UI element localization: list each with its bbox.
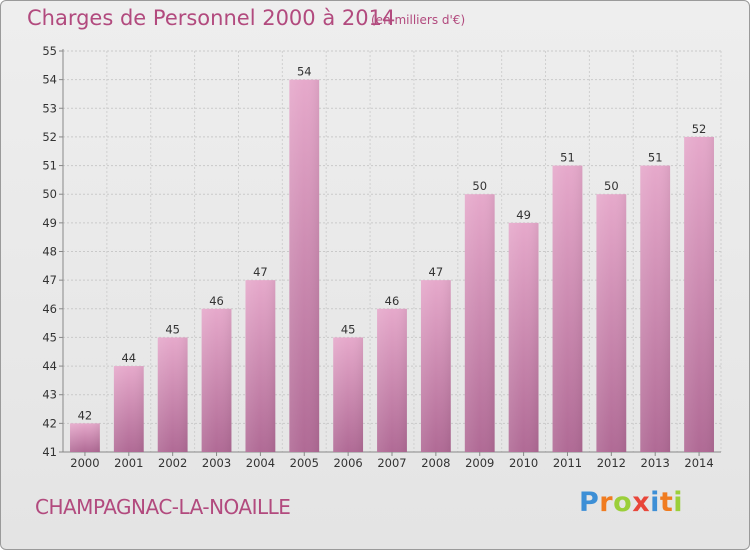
bar-shade	[70, 423, 100, 452]
y-tick-label: 43	[42, 388, 57, 402]
bar-shade	[113, 366, 144, 452]
x-tick-label: 2003	[202, 456, 231, 470]
y-tick-label: 46	[42, 302, 57, 316]
x-tick-label: 2000	[70, 456, 99, 470]
y-tick-label: 41	[42, 445, 57, 459]
y-tick-label: 47	[42, 273, 57, 287]
logo-letter: i	[673, 487, 684, 518]
data-label: 46	[385, 294, 400, 308]
data-label: 54	[297, 65, 312, 79]
y-tick-label: 50	[42, 187, 57, 201]
bar-shade	[157, 337, 188, 452]
chart-title: Charges de Personnel 2000 à 2014	[27, 6, 396, 30]
chart-subtitle: (en milliers d'€)	[371, 13, 466, 27]
x-tick-label: 2011	[553, 456, 582, 470]
x-tick-label: 2006	[333, 456, 362, 470]
x-tick-label: 2008	[421, 456, 450, 470]
y-tick-label: 42	[42, 416, 57, 430]
x-tick-label: 2013	[641, 456, 670, 470]
logo-letter: P	[579, 487, 600, 518]
bar-shade	[289, 79, 320, 453]
data-label: 46	[209, 294, 224, 308]
data-label: 52	[692, 122, 707, 136]
y-tick-label: 49	[42, 216, 57, 230]
bar-shade	[684, 136, 714, 452]
data-label: 50	[604, 179, 619, 193]
bar-shade	[420, 280, 451, 452]
logo-letter: r	[599, 487, 614, 518]
x-tick-label: 2001	[114, 456, 143, 470]
x-tick-label: 2002	[158, 456, 187, 470]
bar-shade	[508, 222, 539, 452]
data-label: 50	[472, 179, 487, 193]
bar-shade	[245, 280, 276, 452]
bar-shade	[640, 165, 671, 453]
y-tick-label: 54	[42, 73, 57, 87]
bar-shade	[333, 337, 364, 452]
x-tick-label: 2004	[246, 456, 275, 470]
data-label: 51	[648, 151, 663, 165]
data-label: 44	[121, 351, 136, 365]
logo-letter: o	[613, 487, 633, 518]
data-label: 45	[341, 322, 356, 336]
bar-shade	[377, 308, 407, 452]
logo-letter: i	[650, 487, 660, 518]
x-tick-label: 2007	[377, 456, 406, 470]
x-tick-label: 2014	[684, 456, 713, 470]
y-tick-label: 48	[42, 245, 57, 259]
proxiti-logo[interactable]: Proxiti	[579, 487, 683, 518]
x-tick-label: 2012	[597, 456, 626, 470]
y-tick-label: 45	[42, 330, 57, 344]
y-tick-label: 53	[42, 101, 57, 115]
data-label: 45	[165, 322, 180, 336]
data-label: 47	[253, 265, 268, 279]
logo-letter: t	[659, 487, 674, 518]
y-tick-label: 51	[42, 159, 57, 173]
bar-shade	[596, 194, 627, 452]
bar-shade	[552, 165, 583, 453]
y-tick-label: 55	[42, 44, 57, 58]
x-tick-label: 2010	[509, 456, 538, 470]
bars	[70, 79, 714, 453]
bar-shade	[464, 194, 495, 452]
commune-name: CHAMPAGNAC-LA-NOAILLE	[35, 495, 291, 519]
x-tick-label: 2005	[290, 456, 319, 470]
data-label: 51	[560, 151, 575, 165]
logo-letter: x	[632, 487, 651, 518]
y-tick-label: 44	[42, 359, 57, 373]
data-label: 47	[429, 265, 444, 279]
data-label: 42	[78, 408, 93, 422]
bar-shade	[201, 308, 232, 452]
labels: 41 42 43 44 45 46 47 48 49 50 51 52 53 54 55 42 2000 44 20…	[42, 44, 713, 470]
data-label: 49	[516, 208, 531, 222]
y-tick-label: 52	[42, 130, 57, 144]
x-tick-label: 2009	[465, 456, 494, 470]
